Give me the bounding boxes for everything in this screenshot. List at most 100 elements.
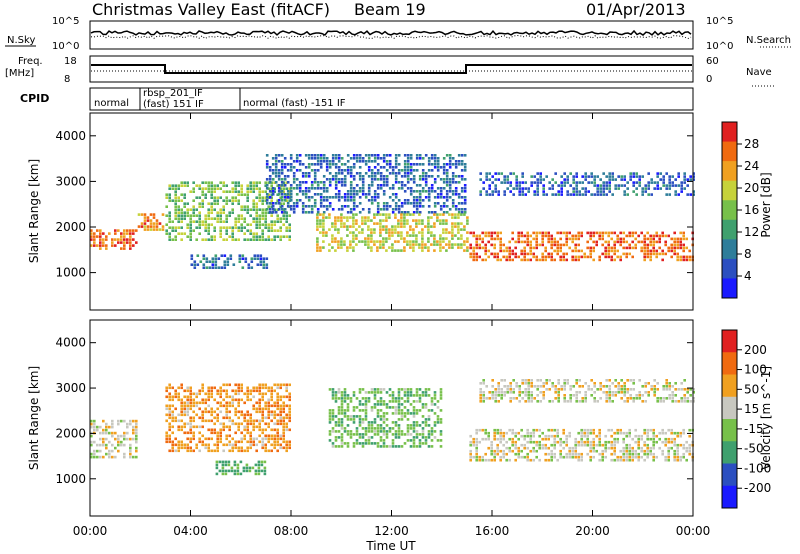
data-cell bbox=[397, 240, 400, 243]
data-cell bbox=[667, 249, 670, 253]
colorbar-tick-label: -100 bbox=[744, 461, 771, 475]
data-cell bbox=[448, 166, 452, 169]
data-cell bbox=[270, 226, 273, 229]
data-cell bbox=[412, 205, 416, 208]
colorbar-tick-label: 24 bbox=[744, 159, 759, 173]
data-cell bbox=[641, 385, 644, 388]
data-cell bbox=[264, 190, 267, 193]
data-cell bbox=[286, 202, 290, 205]
data-cell bbox=[523, 443, 526, 447]
data-cell bbox=[485, 385, 488, 388]
data-cell bbox=[391, 249, 394, 252]
data-cell bbox=[249, 232, 252, 235]
data-cell bbox=[485, 178, 488, 181]
data-cell bbox=[616, 440, 619, 444]
data-cell bbox=[289, 163, 293, 166]
data-cell bbox=[213, 190, 216, 193]
data-cell bbox=[607, 446, 610, 450]
data-cell bbox=[475, 431, 478, 435]
data-cell bbox=[331, 222, 334, 225]
data-cell bbox=[421, 187, 425, 190]
data-cell bbox=[689, 193, 692, 196]
data-cell bbox=[568, 452, 571, 456]
data-cell bbox=[448, 240, 451, 243]
data-cell bbox=[433, 222, 436, 225]
data-cell bbox=[255, 232, 258, 235]
data-cell bbox=[676, 452, 679, 456]
data-cell bbox=[349, 199, 353, 202]
data-cell bbox=[436, 196, 440, 199]
data-cell bbox=[168, 428, 171, 432]
data-cell bbox=[613, 458, 616, 462]
data-cell bbox=[400, 409, 404, 412]
data-cell bbox=[391, 246, 394, 249]
data-cell bbox=[334, 445, 338, 448]
data-cell bbox=[258, 401, 261, 405]
data-cell bbox=[180, 386, 183, 390]
data-cell bbox=[433, 430, 437, 433]
data-cell bbox=[264, 437, 267, 441]
data-cell bbox=[304, 154, 308, 157]
data-cell bbox=[198, 202, 201, 205]
data-cell bbox=[189, 446, 192, 450]
data-cell bbox=[421, 240, 424, 243]
data-cell bbox=[201, 425, 204, 429]
data-cell bbox=[328, 163, 332, 166]
data-cell bbox=[427, 196, 431, 199]
data-cell bbox=[605, 193, 608, 196]
data-cell bbox=[634, 434, 637, 438]
data-cell bbox=[243, 205, 246, 208]
data-cell bbox=[242, 469, 246, 473]
data-cell bbox=[265, 208, 269, 211]
data-cell bbox=[530, 397, 533, 400]
data-cell bbox=[652, 455, 655, 459]
data-cell bbox=[397, 205, 401, 208]
data-cell bbox=[352, 433, 356, 436]
data-cell bbox=[665, 187, 668, 190]
data-cell bbox=[343, 391, 347, 394]
data-cell bbox=[361, 240, 364, 243]
data-cell bbox=[340, 400, 344, 403]
data-cell bbox=[168, 398, 171, 402]
data-cell bbox=[231, 181, 234, 184]
data-cell bbox=[376, 400, 380, 403]
data-cell bbox=[439, 445, 443, 448]
data-cell bbox=[589, 231, 592, 235]
data-cell bbox=[394, 172, 398, 175]
data-cell bbox=[364, 193, 368, 196]
data-cell bbox=[265, 196, 269, 199]
data-cell bbox=[439, 249, 442, 252]
data-cell bbox=[282, 383, 285, 387]
data-cell bbox=[285, 422, 288, 426]
data-cell bbox=[490, 449, 493, 453]
data-cell bbox=[192, 205, 195, 208]
data-cell bbox=[385, 169, 389, 172]
data-cell bbox=[279, 395, 282, 399]
data-cell bbox=[183, 205, 186, 208]
data-cell bbox=[276, 428, 279, 432]
data-cell bbox=[581, 175, 584, 178]
data-cell bbox=[409, 154, 413, 157]
data-cell bbox=[514, 431, 517, 435]
data-cell bbox=[123, 232, 126, 235]
data-cell bbox=[204, 187, 207, 190]
data-cell bbox=[346, 193, 350, 196]
data-cell bbox=[123, 452, 126, 456]
data-cell bbox=[240, 223, 243, 226]
data-cell bbox=[304, 211, 308, 214]
data-cell bbox=[346, 403, 350, 406]
data-cell bbox=[249, 419, 252, 423]
data-cell bbox=[439, 234, 442, 237]
data-cell bbox=[379, 246, 382, 249]
data-cell bbox=[668, 394, 671, 397]
data-cell bbox=[258, 425, 261, 429]
data-cell bbox=[216, 449, 219, 453]
data-cell bbox=[352, 249, 355, 252]
data-cell bbox=[439, 222, 442, 225]
data-cell bbox=[120, 241, 123, 244]
data-cell bbox=[526, 243, 529, 247]
data-cell bbox=[199, 260, 203, 263]
data-cell bbox=[577, 255, 580, 259]
data-cell bbox=[527, 385, 530, 388]
data-cell bbox=[192, 220, 195, 223]
